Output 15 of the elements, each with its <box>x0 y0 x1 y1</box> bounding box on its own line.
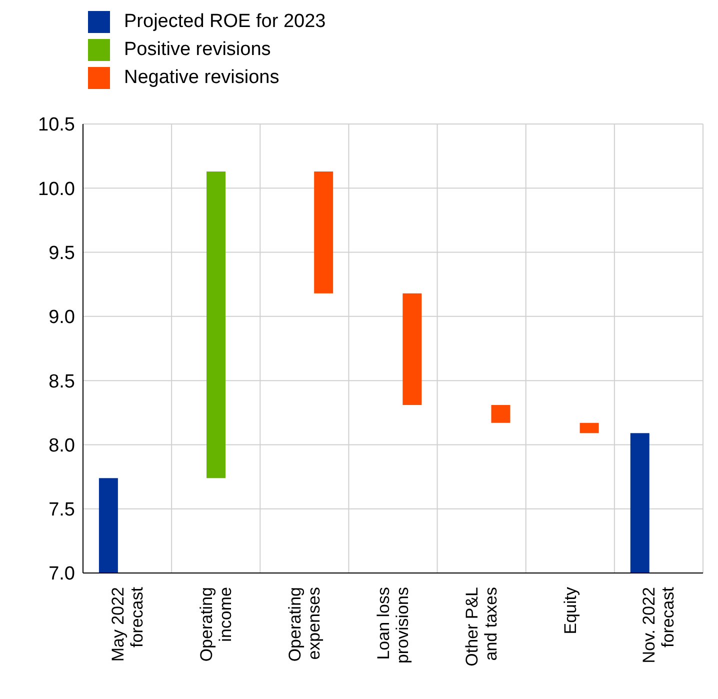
x-tick-label: Operating income <box>196 587 235 662</box>
x-tick-label: Equity <box>561 586 580 634</box>
y-tick-label: 7.0 <box>48 564 75 585</box>
y-tick-label: 9.5 <box>48 243 75 264</box>
legend-label: Projected ROE for 2023 <box>124 11 326 33</box>
y-tick-label: 9.0 <box>48 307 75 328</box>
y-tick-label: 7.5 <box>48 500 75 521</box>
legend-label: Negative revisions <box>124 67 280 89</box>
x-tick-label: May 2022 forecast <box>108 586 146 662</box>
y-tick-label: 10.5 <box>38 114 75 136</box>
legend-label: Positive revisions <box>124 39 271 61</box>
y-tick-label: 10.0 <box>38 178 75 200</box>
x-tick-label: Nov. 2022 forecast <box>640 586 678 664</box>
y-tick-label: 8.0 <box>48 435 75 456</box>
y-tick-label: 8.5 <box>48 371 75 392</box>
